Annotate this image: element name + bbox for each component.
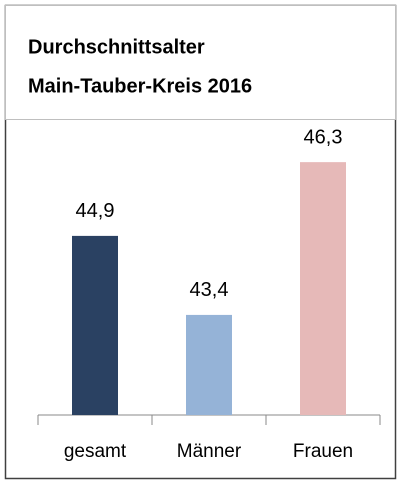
chart-title: Durchschnittsalter <box>28 36 205 58</box>
x-tick-label: Männer <box>177 441 242 462</box>
title-box <box>5 5 396 120</box>
chart-title: Main-Tauber-Kreis 2016 <box>28 75 252 97</box>
value-label: 44,9 <box>76 200 115 222</box>
bar <box>186 314 232 415</box>
bar <box>72 235 118 415</box>
x-tick-label: gesamt <box>64 441 127 462</box>
value-label: 43,4 <box>190 279 229 301</box>
x-tick-label: Frauen <box>293 441 353 462</box>
value-label: 46,3 <box>304 126 343 148</box>
bar <box>300 162 346 415</box>
